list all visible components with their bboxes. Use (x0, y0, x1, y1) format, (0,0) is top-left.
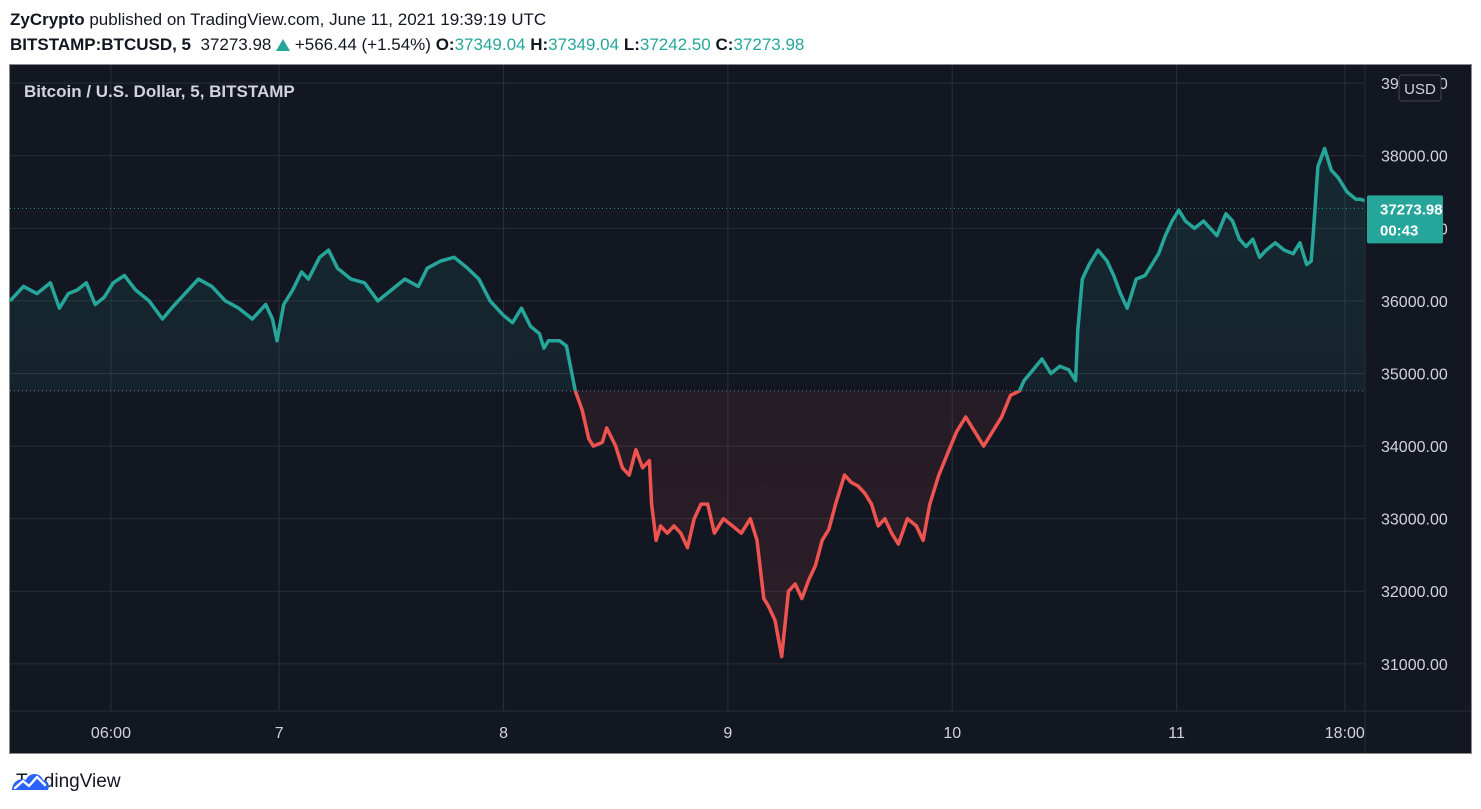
y-tick-label: 34000.00 (1381, 439, 1448, 456)
countdown-timer: 00:43 (1380, 222, 1418, 239)
y-tick-label: 36000.00 (1381, 294, 1448, 311)
price-change: +566.44 (+1.54%) (294, 35, 431, 54)
y-tick-label: 32000.00 (1381, 584, 1448, 601)
last-price-badge: 37273.98 00:43 (1367, 195, 1443, 244)
x-tick-label: 8 (499, 725, 508, 742)
low-label: L: (623, 35, 640, 54)
last-price: 37273.98 (200, 35, 272, 54)
up-arrow-icon (276, 39, 291, 51)
currency-label: USD (1404, 81, 1436, 98)
tradingview-footer[interactable]: TradingView (10, 768, 121, 796)
area-fill-above-baseline (10, 148, 1365, 391)
open-value: 37349.04 (454, 35, 526, 54)
x-tick-label: 10 (943, 725, 961, 742)
last-price-badge-value: 37273.98 (1380, 201, 1443, 218)
chart-frame[interactable]: 39000.0038000.0037000.0036000.0035000.00… (9, 64, 1472, 754)
y-tick-label: 31000.00 (1381, 657, 1448, 674)
x-tick-label: 11 (1168, 725, 1185, 742)
high-label: H: (530, 35, 549, 54)
low-value: 37242.50 (639, 35, 711, 54)
y-tick-label: 33000.00 (1381, 512, 1448, 529)
x-tick-label: 18:00 (1325, 725, 1365, 742)
currency-button[interactable]: USD (1398, 74, 1442, 102)
publisher-name[interactable]: ZyCrypto (10, 10, 85, 29)
x-tick-label: 06:00 (91, 725, 131, 742)
y-tick-label: 38000.00 (1381, 149, 1448, 166)
price-chart[interactable]: 39000.0038000.0037000.0036000.0035000.00… (10, 65, 1471, 753)
close-value: 37273.98 (733, 35, 805, 54)
x-tick-label: 7 (275, 725, 284, 742)
chart-header: ZyCrypto published on TradingView.com, J… (10, 7, 804, 57)
high-value: 37349.04 (548, 35, 620, 54)
y-tick-label: 35000.00 (1381, 366, 1448, 383)
symbol-label: BITSTAMP:BTCUSD, 5 (10, 35, 192, 54)
price-line-above-baseline (10, 146, 1365, 391)
close-label: C: (715, 35, 734, 54)
area-fill-below-baseline (575, 390, 1020, 657)
quote-line: BITSTAMP:BTCUSD, 5 37273.98 +566.44 (+1.… (10, 32, 804, 57)
publish-text: published on TradingView.com, June 11, 2… (84, 10, 547, 29)
publish-info: ZyCrypto published on TradingView.com, J… (10, 7, 804, 32)
x-tick-label: 9 (723, 725, 732, 742)
open-label: O: (435, 35, 455, 54)
price-line-below-baseline (573, 390, 1022, 659)
tradingview-cloud-icon (12, 774, 49, 790)
chart-title: Bitcoin / U.S. Dollar, 5, BITSTAMP (24, 82, 295, 101)
